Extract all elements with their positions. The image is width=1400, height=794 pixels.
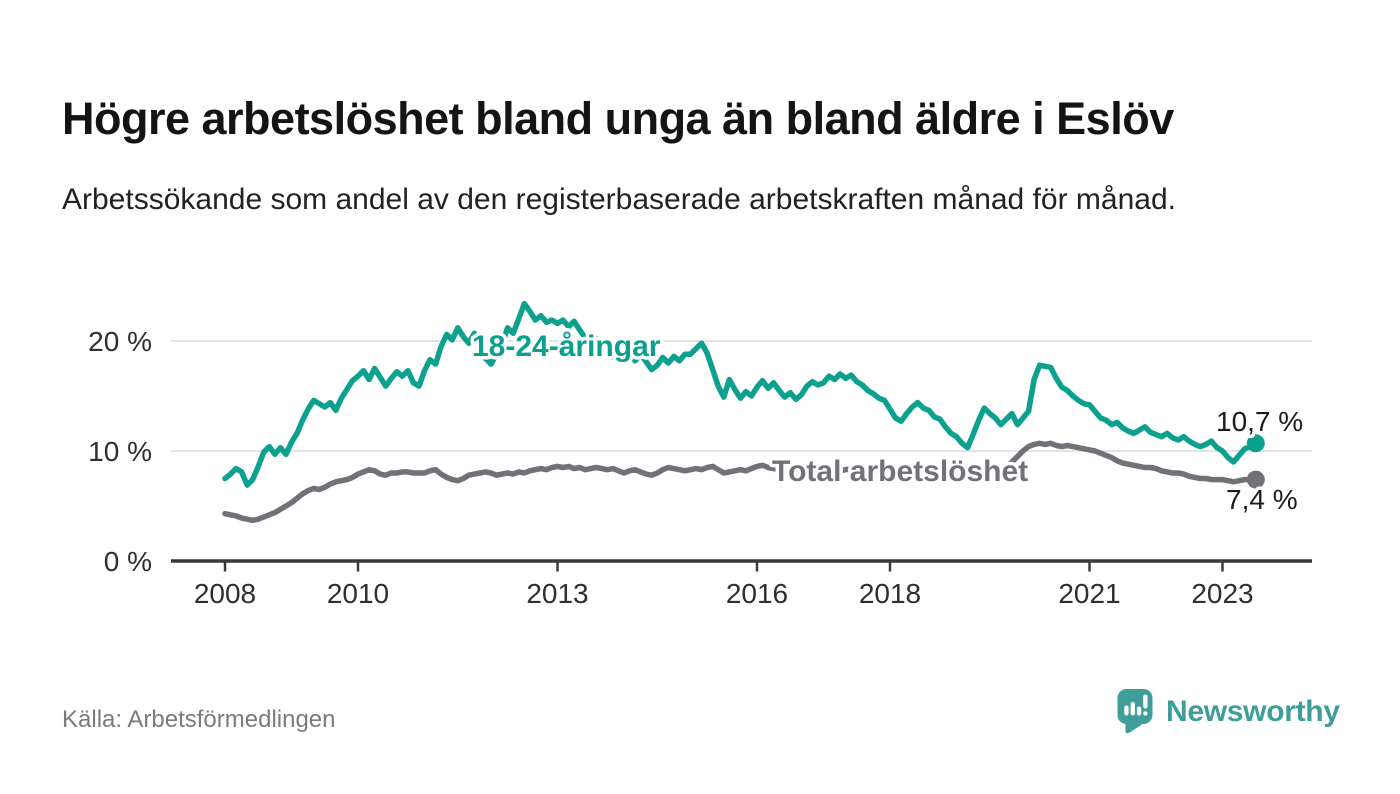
x-axis-label: 2016 xyxy=(726,578,788,609)
series-label-young: 18-24-åringar xyxy=(472,330,661,363)
x-axis-label: 2023 xyxy=(1191,578,1253,609)
value-label-total: 7,4 % xyxy=(1226,484,1298,515)
x-axis-label: 2010 xyxy=(327,578,389,609)
newsworthy-logo: Newsworthy xyxy=(1116,687,1340,735)
chart-subtitle: Arbetssökande som andel av den registerb… xyxy=(62,183,1176,216)
series-line xyxy=(222,440,1259,524)
y-axis-label: 10 % xyxy=(88,436,152,467)
series-label-total: Total arbetslöshet xyxy=(772,455,1028,488)
source-note: Källa: Arbetsförmedlingen xyxy=(62,706,336,733)
x-axis-label: 2008 xyxy=(194,578,256,609)
series-line xyxy=(222,300,1259,488)
newsworthy-icon xyxy=(1117,689,1153,734)
x-axis-label: 2018 xyxy=(859,578,921,609)
x-axis-group: 2008 2010 2013 2016 2018 2021 2023 xyxy=(194,561,1254,609)
series-end-dot xyxy=(1246,434,1265,453)
series-end-dot xyxy=(1246,470,1265,489)
chart-title: Högre arbetslöshet bland unga än bland ä… xyxy=(62,93,1174,145)
y-axis-label: 20 % xyxy=(88,326,152,357)
x-axis-label: 2021 xyxy=(1058,578,1120,609)
value-label-young: 10,7 % xyxy=(1216,406,1303,437)
gridlines-group: 0 % 10 % 20 % xyxy=(88,326,1312,577)
newsworthy-wordmark: Newsworthy xyxy=(1166,695,1340,728)
series-group xyxy=(222,300,1265,524)
x-axis-label: 2013 xyxy=(526,578,588,609)
y-axis-label: 0 % xyxy=(104,546,152,577)
